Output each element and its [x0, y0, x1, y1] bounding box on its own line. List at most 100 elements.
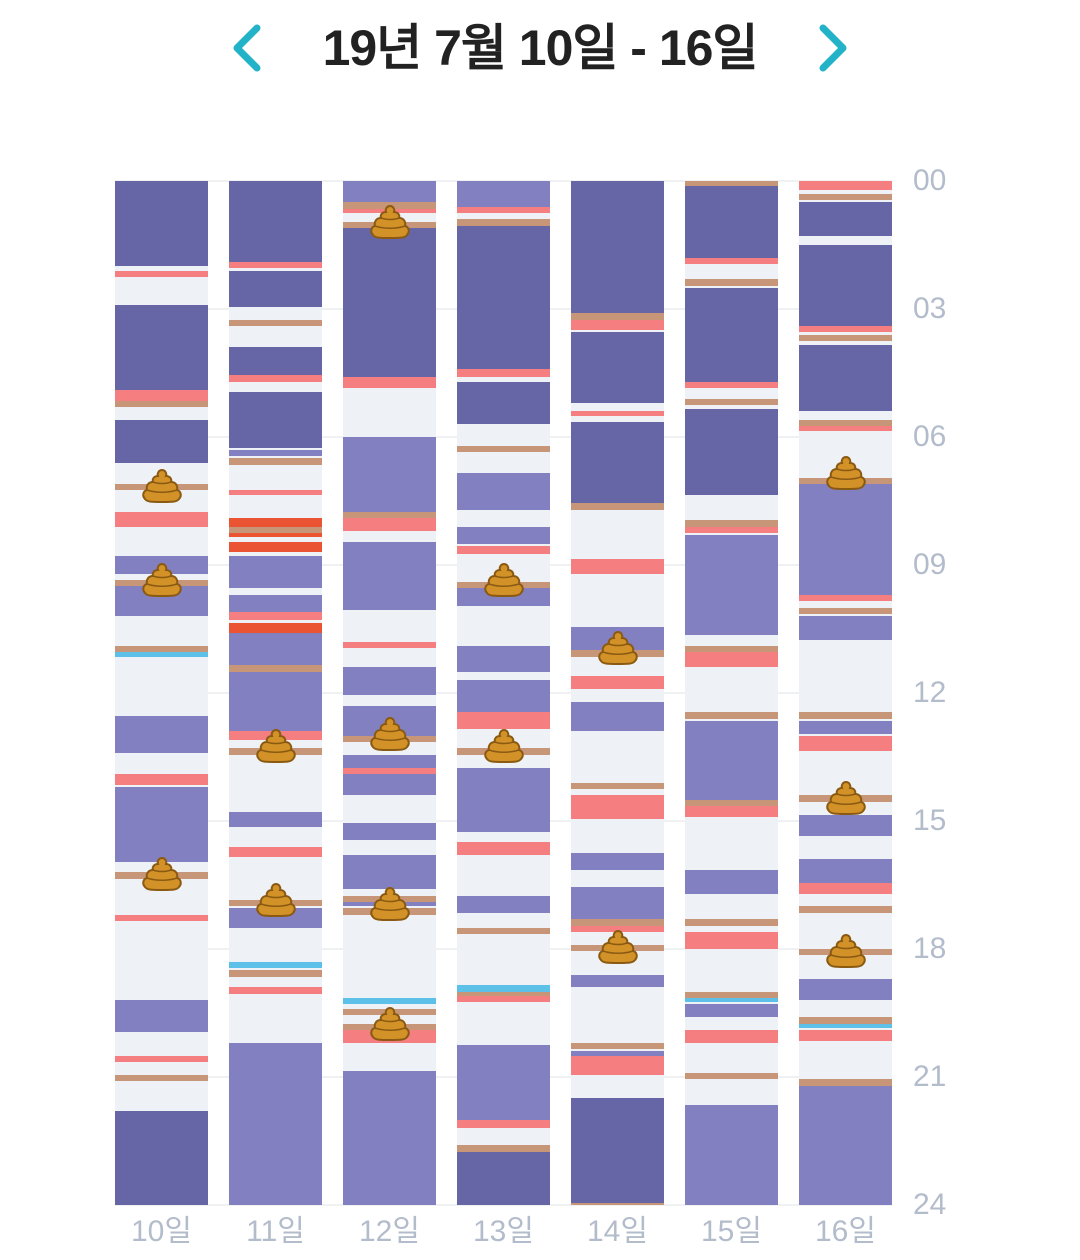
segment-feed[interactable] — [229, 262, 322, 269]
segment-feed[interactable] — [115, 511, 208, 527]
segment-feed[interactable] — [115, 774, 208, 785]
segment-nap[interactable] — [343, 541, 436, 610]
segment-diaper[interactable] — [571, 782, 664, 789]
segment-feed[interactable] — [799, 882, 892, 894]
segment-nap[interactable] — [685, 1004, 778, 1018]
segment-nap[interactable] — [229, 633, 322, 666]
segment-nap[interactable] — [457, 473, 550, 510]
poop-icon[interactable] — [369, 204, 410, 240]
segment-feed[interactable] — [685, 806, 778, 817]
segment-night_sleep[interactable] — [457, 1151, 550, 1205]
segment-nap[interactable] — [799, 978, 892, 1001]
segment-bath[interactable] — [457, 985, 550, 992]
segment-nap[interactable] — [343, 754, 436, 768]
segment-night_sleep[interactable] — [685, 409, 778, 495]
segment-diaper[interactable] — [799, 193, 892, 201]
segment-night_sleep[interactable] — [799, 245, 892, 327]
segment-diaper[interactable] — [571, 313, 664, 320]
poop-icon[interactable] — [255, 882, 296, 918]
segment-feed[interactable] — [799, 1030, 892, 1041]
segment-nap[interactable] — [571, 974, 664, 988]
segment-diaper[interactable] — [799, 1017, 892, 1024]
segment-feed[interactable] — [229, 611, 322, 621]
segment-nap[interactable] — [115, 716, 208, 753]
segment-feed[interactable] — [457, 995, 550, 1003]
segment-night_sleep[interactable] — [343, 227, 436, 378]
segment-feed[interactable] — [685, 257, 778, 265]
segment-diaper[interactable] — [685, 646, 778, 653]
segment-nap[interactable] — [343, 1070, 436, 1205]
poop-icon[interactable] — [597, 929, 638, 965]
segment-feed[interactable] — [229, 375, 322, 382]
segment-feed[interactable] — [229, 490, 322, 495]
segment-diaper[interactable] — [457, 219, 550, 226]
day-column[interactable] — [571, 181, 664, 1205]
segment-nap[interactable] — [457, 1045, 550, 1120]
segment-diaper[interactable] — [229, 970, 322, 977]
segment-nap[interactable] — [229, 671, 322, 732]
segment-feed[interactable] — [115, 1055, 208, 1063]
segment-nap[interactable] — [229, 556, 322, 589]
segment-feed[interactable] — [799, 426, 892, 431]
segment-night_sleep[interactable] — [571, 332, 664, 403]
poop-icon[interactable] — [825, 933, 866, 969]
poop-icon[interactable] — [141, 562, 182, 598]
segment-nap[interactable] — [685, 1104, 778, 1205]
poop-icon[interactable] — [369, 716, 410, 752]
segment-feed[interactable] — [685, 931, 778, 949]
segment-nap[interactable] — [685, 720, 778, 800]
segment-bath[interactable] — [115, 652, 208, 657]
segment-nap[interactable] — [457, 646, 550, 672]
segment-diaper[interactable] — [457, 991, 550, 996]
segment-feed[interactable] — [571, 1055, 664, 1075]
segment-bath[interactable] — [799, 1023, 892, 1028]
segment-bath[interactable] — [343, 998, 436, 1005]
segment-breastfeed[interactable] — [229, 541, 322, 553]
segment-diaper[interactable] — [571, 1202, 664, 1205]
segment-nap[interactable] — [799, 720, 892, 734]
prev-week-button[interactable] — [215, 18, 275, 78]
next-week-button[interactable] — [805, 18, 865, 78]
segment-diaper[interactable] — [571, 1042, 664, 1050]
segment-diaper[interactable] — [799, 419, 892, 427]
segment-nap[interactable] — [457, 895, 550, 913]
segment-diaper[interactable] — [685, 799, 778, 807]
segment-feed[interactable] — [571, 675, 664, 689]
day-column[interactable] — [115, 181, 208, 1205]
day-column[interactable] — [343, 181, 436, 1205]
day-column[interactable] — [799, 181, 892, 1205]
segment-diaper[interactable] — [685, 712, 778, 719]
segment-feed[interactable] — [571, 319, 664, 331]
segment-breastfeed[interactable] — [229, 518, 322, 527]
segment-diaper[interactable] — [115, 400, 208, 408]
segment-diaper[interactable] — [229, 319, 322, 327]
segment-feed[interactable] — [571, 558, 664, 574]
segment-feed[interactable] — [685, 526, 778, 533]
segment-feed[interactable] — [457, 545, 550, 555]
segment-diaper[interactable] — [115, 646, 208, 653]
segment-diaper[interactable] — [685, 398, 778, 405]
segment-feed[interactable] — [685, 381, 778, 388]
segment-night_sleep[interactable] — [115, 1111, 208, 1205]
segment-diaper[interactable] — [799, 334, 892, 341]
segment-night_sleep[interactable] — [229, 347, 322, 376]
poop-icon[interactable] — [483, 562, 524, 598]
segment-feed[interactable] — [229, 987, 322, 994]
segment-nap[interactable] — [685, 535, 778, 636]
segment-feed[interactable] — [457, 1119, 550, 1129]
segment-diaper[interactable] — [571, 919, 664, 926]
segment-diaper[interactable] — [229, 665, 322, 672]
segment-feed[interactable] — [343, 641, 436, 649]
segment-night_sleep[interactable] — [115, 304, 208, 391]
segment-feed[interactable] — [457, 368, 550, 378]
segment-night_sleep[interactable] — [229, 392, 322, 448]
poop-icon[interactable] — [255, 728, 296, 764]
segment-nap[interactable] — [571, 853, 664, 871]
segment-night_sleep[interactable] — [571, 181, 664, 314]
day-column[interactable] — [685, 181, 778, 1205]
segment-feed[interactable] — [115, 270, 208, 277]
segment-feed[interactable] — [799, 181, 892, 190]
segment-feed[interactable] — [343, 377, 436, 388]
segment-feed[interactable] — [457, 206, 550, 213]
segment-nap[interactable] — [571, 701, 664, 732]
